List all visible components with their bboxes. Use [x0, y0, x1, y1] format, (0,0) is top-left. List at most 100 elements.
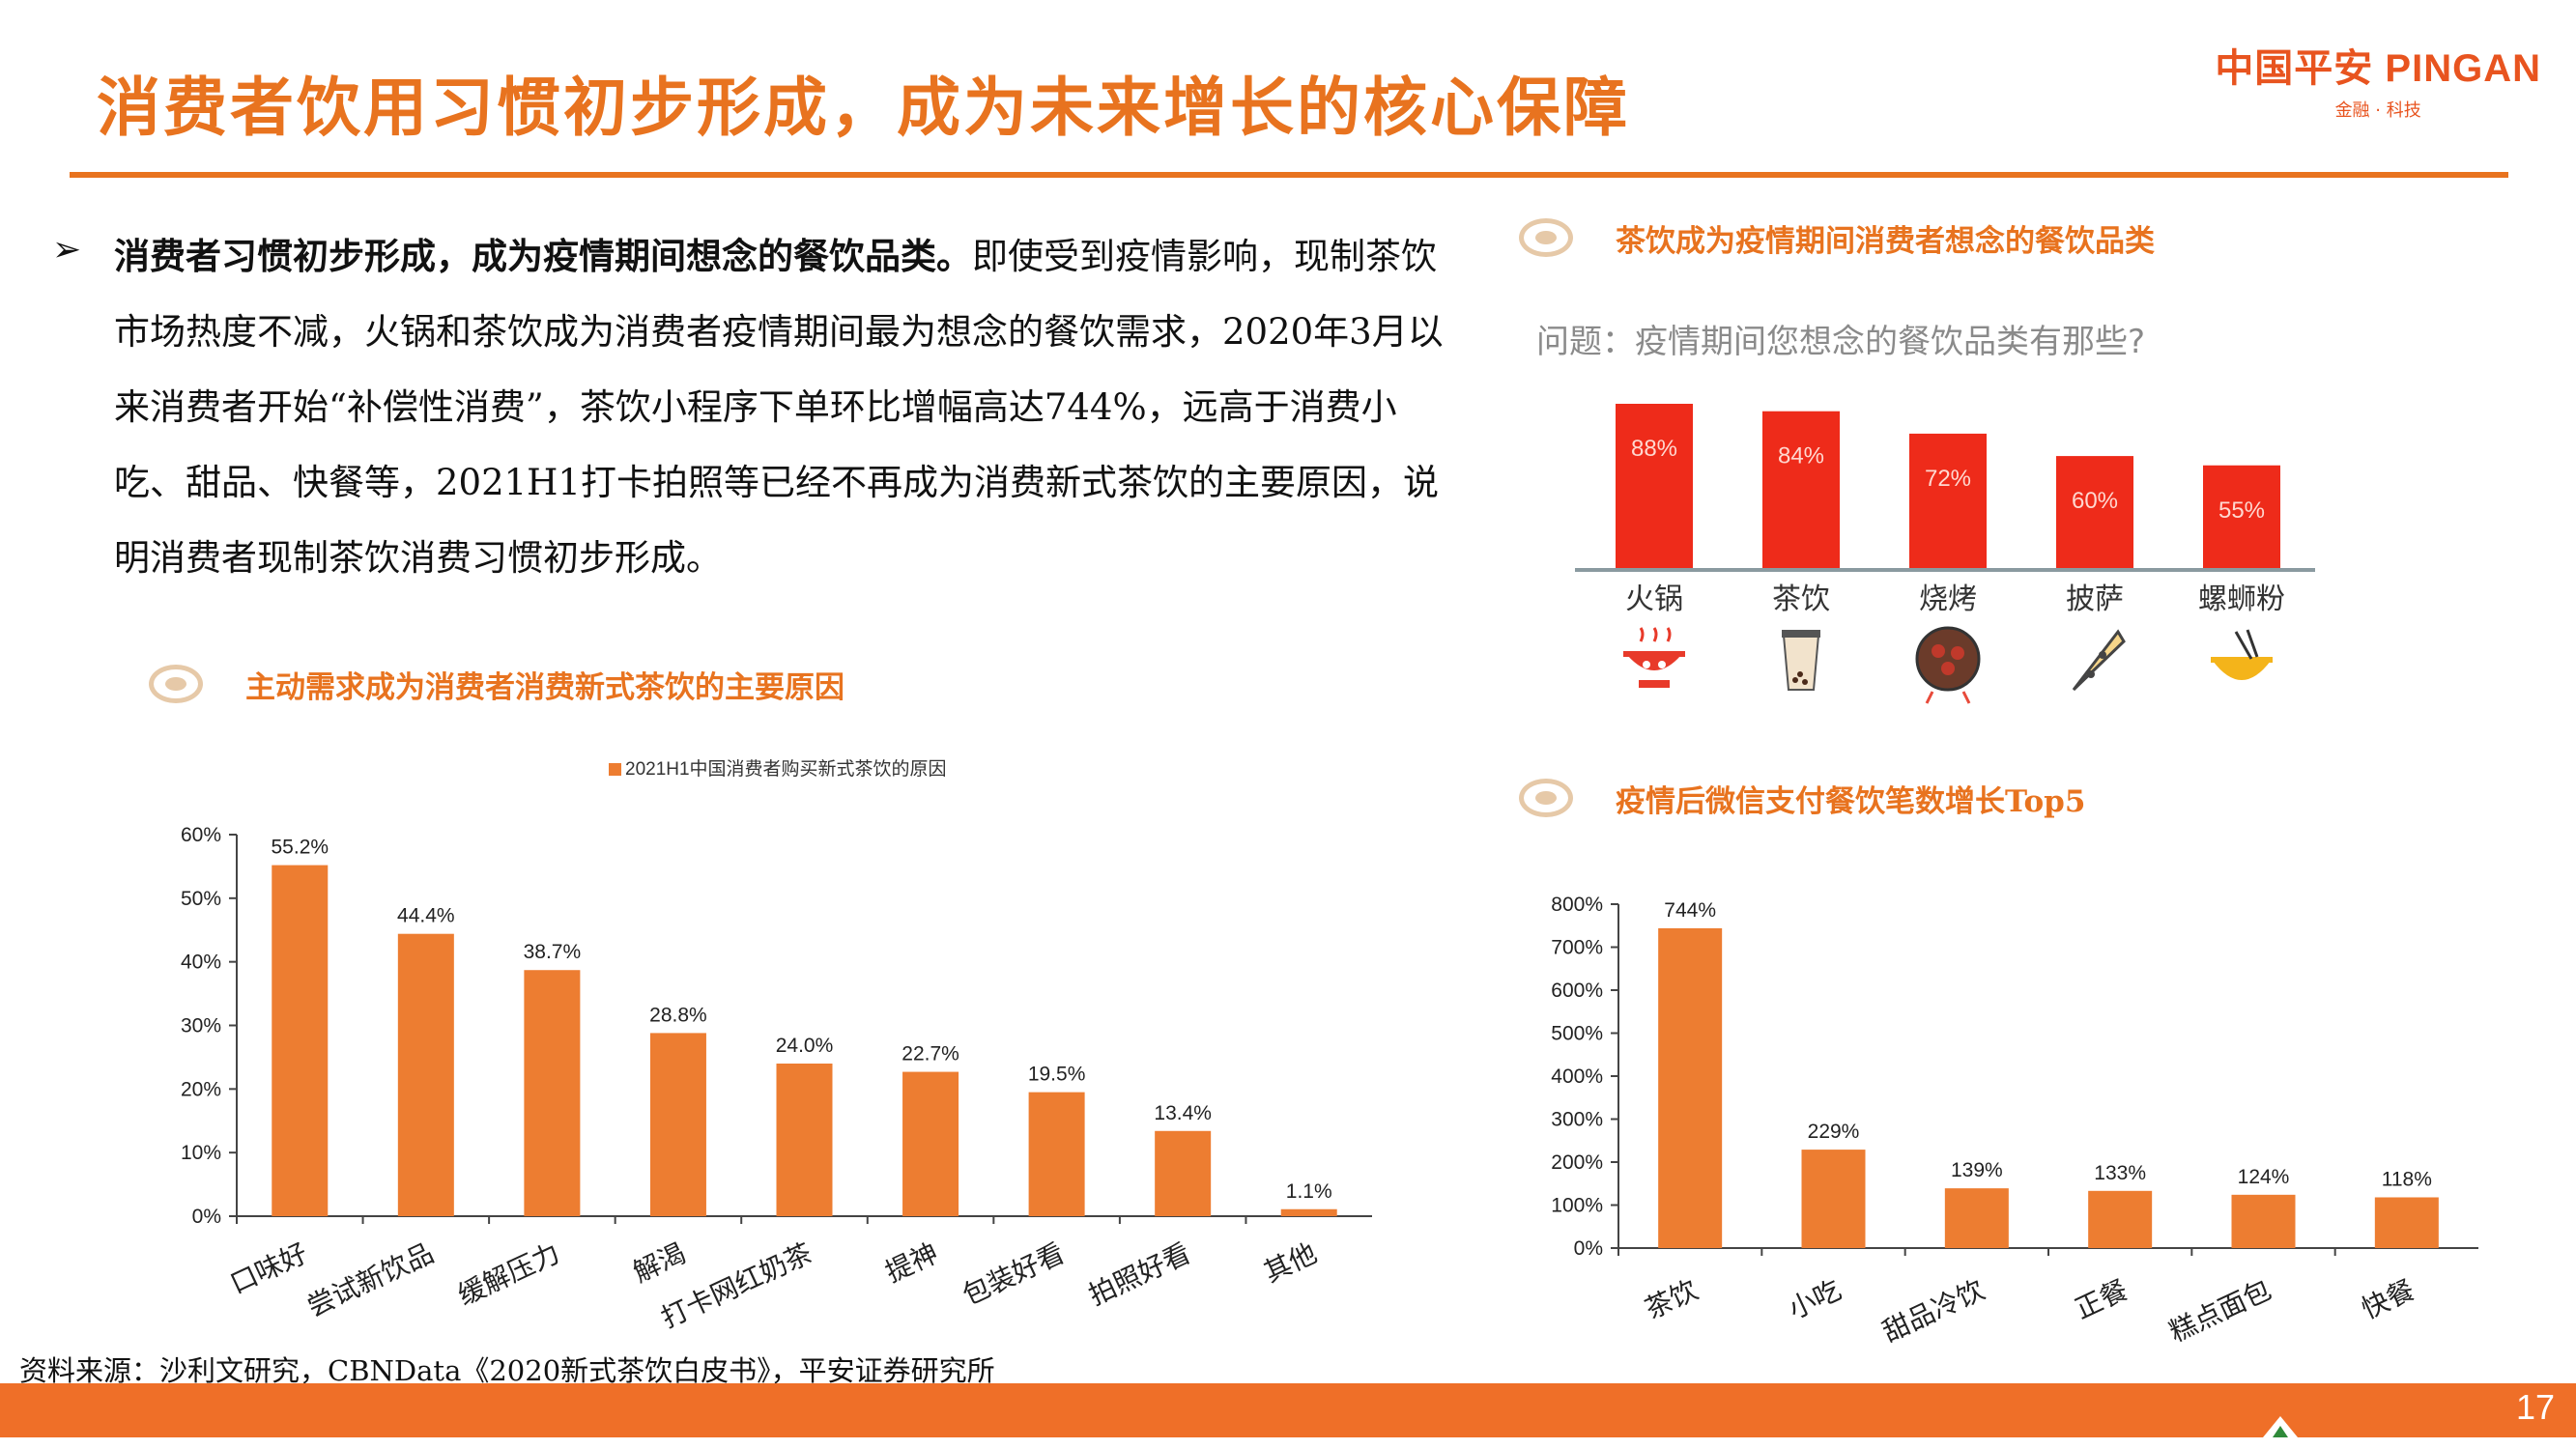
category-label: 缓解压力	[453, 1237, 564, 1310]
category-label: 口味好	[226, 1237, 312, 1299]
category-label: 糕点面包	[2164, 1274, 2275, 1343]
bar	[902, 1071, 959, 1216]
bar	[2088, 1190, 2153, 1248]
data-label: 44.4%	[397, 905, 455, 927]
logo-main: 中国平安 PINGAN	[2215, 47, 2541, 90]
category-label: 快餐	[2358, 1274, 2419, 1324]
footer-triangle-icon	[2263, 1416, 2298, 1437]
survey-bar	[1762, 411, 1840, 568]
y-tick-label: 600%	[1551, 980, 1603, 1002]
data-label: 139%	[1951, 1159, 2003, 1181]
hotpot-icon	[1623, 627, 1685, 688]
survey-bar-label: 72%	[1925, 466, 1971, 492]
category-label: 甜品冷饮	[1878, 1274, 1989, 1343]
body-text: 即使受到疫情影响，现制茶饮市场热度不减，火锅和茶饮成为消费者疫情期间最为想念的餐…	[114, 236, 1444, 579]
y-tick-label: 20%	[181, 1078, 221, 1100]
reasons-bar-chart: 2021H1中国消费者购买新式茶饮的原因 0% 10% 20% 30% 40% 50% 60…	[181, 758, 1372, 1333]
legend-label: 2021H1中国消费者购买新式茶饮的原因	[625, 758, 947, 780]
bar	[1944, 1188, 2009, 1248]
survey-bar	[1909, 433, 1987, 568]
source-note: 资料来源：沙利文研究，CBNData《2020新式茶饮白皮书》，平安证券研究所	[19, 1354, 995, 1387]
section-badge-icon	[149, 665, 203, 703]
bar	[1801, 1150, 1866, 1248]
y-tick-label: 10%	[181, 1142, 221, 1164]
data-label: 55.2%	[272, 837, 329, 859]
category-label: 茶饮	[1641, 1274, 1703, 1324]
survey-bar	[1616, 404, 1693, 568]
survey-bar-chart: 88% 火锅 84% 茶饮 72% 烧烤 60% 披萨 55% 螺蛳粉	[1575, 404, 2315, 704]
category-label: 拍照好看	[1084, 1237, 1195, 1310]
wechat-pay-bar-chart: 0% 100% 200% 300% 400% 500% 600% 700% 800% 茶饮 小吃 甜品…	[1551, 894, 2478, 1343]
body-paragraph: 消费者习惯初步形成，成为疫情期间想念的餐饮品类。即使受到疫情影响，现制茶饮市场热…	[114, 218, 1457, 596]
y-tick-label: 0%	[1574, 1237, 1603, 1260]
survey-category-label: 茶饮	[1772, 583, 1830, 615]
bar	[2374, 1197, 2439, 1248]
data-label: 24.0%	[776, 1035, 834, 1057]
bar	[397, 933, 454, 1216]
survey-category-label: 火锅	[1625, 583, 1683, 615]
legend-swatch	[609, 763, 621, 776]
footer-bar	[0, 1383, 2576, 1437]
y-tick-label: 800%	[1551, 894, 1603, 916]
survey-bar-label: 60%	[2072, 488, 2118, 514]
y-tick-label: 40%	[181, 952, 221, 974]
survey-section-title: 茶饮成为疫情期间消费者想念的餐饮品类	[1616, 224, 2155, 259]
category-label: 小吃	[1784, 1274, 1846, 1324]
bar	[2231, 1194, 2296, 1248]
title-divider	[70, 172, 2508, 178]
section-badge-icon	[1519, 779, 1573, 817]
page-number: 17	[2515, 1387, 2555, 1427]
survey-question: 问题：疫情期间您想念的餐饮品类有那些?	[1536, 323, 2146, 361]
data-label: 22.7%	[902, 1043, 959, 1065]
data-label: 124%	[2238, 1166, 2290, 1188]
survey-bar	[2056, 456, 2133, 568]
bar	[272, 865, 329, 1216]
bullet-arrow-icon: ➢	[52, 230, 82, 270]
y-tick-label: 60%	[181, 824, 221, 846]
bar	[1155, 1130, 1212, 1216]
data-label: 1.1%	[1286, 1180, 1332, 1203]
category-label: 包装好看	[959, 1237, 1070, 1310]
data-label: 229%	[1808, 1121, 1860, 1143]
bar	[1280, 1208, 1337, 1216]
data-label: 19.5%	[1028, 1064, 1086, 1086]
survey-bars: 88% 火锅 84% 茶饮 72% 烧烤 60% 披萨 55% 螺蛳粉	[1575, 404, 2315, 615]
survey-category-label: 披萨	[2066, 583, 2124, 615]
data-label: 133%	[2094, 1162, 2146, 1184]
survey-bar-label: 84%	[1778, 443, 1824, 469]
pingan-logo: 中国平安 PINGAN 金融 · 科技	[2215, 37, 2541, 122]
survey-bar-label: 88%	[1631, 436, 1677, 462]
section-badge-icon	[1519, 218, 1573, 257]
category-label: 解渴	[629, 1237, 691, 1288]
y-tick-label: 30%	[181, 1015, 221, 1037]
category-label: 尝试新饮品	[302, 1237, 438, 1321]
y-tick-label: 400%	[1551, 1065, 1603, 1088]
noodle-bowl-icon	[2211, 629, 2273, 680]
right-chart-section-title: 疫情后微信支付餐饮笔数增长Top5	[1616, 784, 2086, 819]
body-bold-lead: 消费者习惯初步形成，成为疫情期间想念的餐饮品类。	[114, 235, 972, 277]
category-label: 其他	[1259, 1237, 1321, 1288]
survey-bar-label: 55%	[2218, 497, 2265, 524]
milk-tea-icon	[1782, 630, 1820, 691]
reasons-bars: 55.2% 44.4% 38.7% 28.8% 24.0% 22.7% 19.5% 13.4%…	[272, 837, 1337, 1216]
y-tick-label: 200%	[1551, 1151, 1603, 1174]
logo-sub: 金融 · 科技	[2334, 100, 2421, 121]
survey-category-label: 螺蛳粉	[2198, 583, 2285, 615]
y-tick-label: 500%	[1551, 1023, 1603, 1045]
y-tick-label: 100%	[1551, 1195, 1603, 1217]
y-tick-label: 50%	[181, 888, 221, 910]
bar	[1028, 1092, 1085, 1216]
survey-category-label: 烧烤	[1919, 583, 1977, 615]
data-label: 28.8%	[649, 1004, 707, 1026]
data-label: 38.7%	[524, 941, 582, 963]
y-tick-label: 700%	[1551, 937, 1603, 959]
bar	[649, 1033, 706, 1216]
page-title: 消费者饮用习惯初步形成，成为未来增长的核心保障	[97, 70, 1630, 145]
y-tick-label: 0%	[192, 1206, 221, 1228]
left-chart-section-title: 主动需求成为消费者消费新式茶饮的主要原因	[245, 670, 844, 705]
pizza-icon	[2072, 629, 2126, 692]
bar	[524, 970, 581, 1216]
y-tick-label: 300%	[1551, 1109, 1603, 1131]
bbq-icon	[1915, 626, 1981, 704]
